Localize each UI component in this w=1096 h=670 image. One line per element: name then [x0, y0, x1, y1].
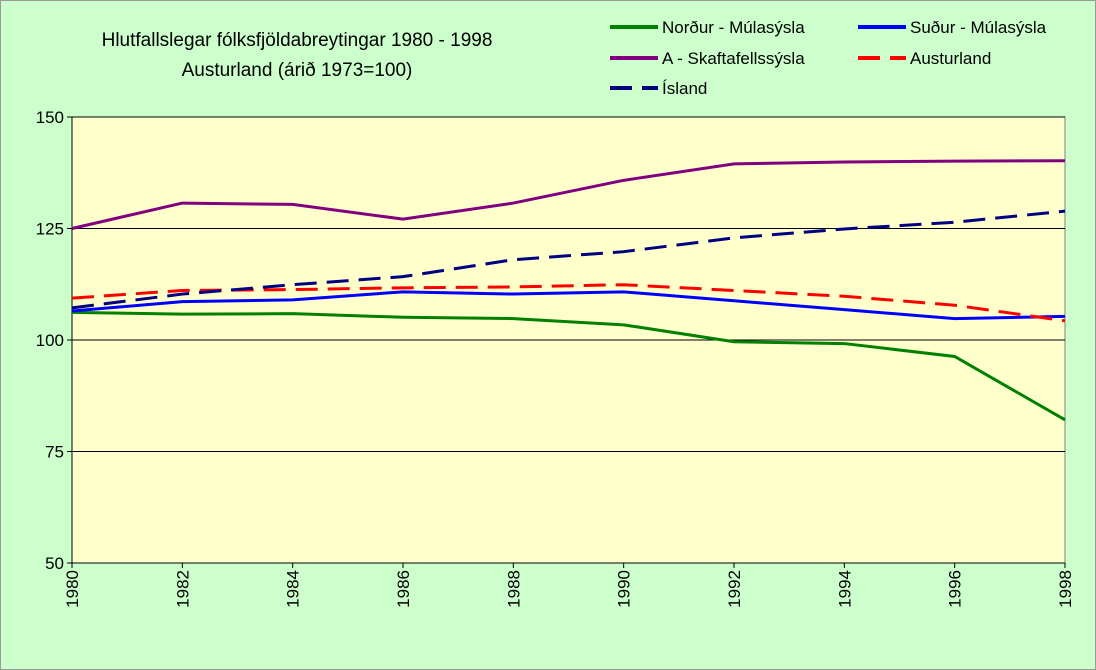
x-tick-label: 1998 [1056, 570, 1075, 608]
chart-title: Austurland (árið 1973=100) [182, 60, 413, 81]
legend-label: Norður - Múlasýsla [662, 18, 805, 37]
y-tick-label: 50 [45, 554, 64, 573]
legend-label: Austurland [910, 49, 991, 68]
series-line [71, 290, 1066, 321]
y-tick-label: 75 [45, 443, 64, 462]
y-tick-label: 100 [36, 331, 64, 350]
series-line [71, 310, 1066, 422]
x-tick-label: 1992 [725, 570, 744, 608]
x-tick-label: 1984 [284, 570, 303, 608]
legend-label: A - Skaftafellssýsla [662, 49, 805, 68]
x-tick-label: 1982 [173, 570, 192, 608]
y-tick-label: 125 [36, 220, 64, 239]
series-line [71, 159, 1066, 230]
x-tick-label: 1980 [63, 570, 82, 608]
x-tick-label: 1988 [504, 570, 523, 608]
chart-title: Hlutfallslegar fólksfjöldabreytingar 198… [102, 30, 493, 51]
x-tick-label: 1994 [835, 570, 854, 608]
x-tick-label: 1996 [946, 570, 965, 608]
series-line [71, 209, 1066, 310]
y-tick-label: 150 [36, 108, 64, 127]
legend-label: Suður - Múlasýsla [910, 18, 1047, 37]
x-tick-label: 1990 [615, 570, 634, 608]
legend-label: Ísland [662, 79, 707, 98]
x-tick-label: 1986 [394, 570, 413, 608]
